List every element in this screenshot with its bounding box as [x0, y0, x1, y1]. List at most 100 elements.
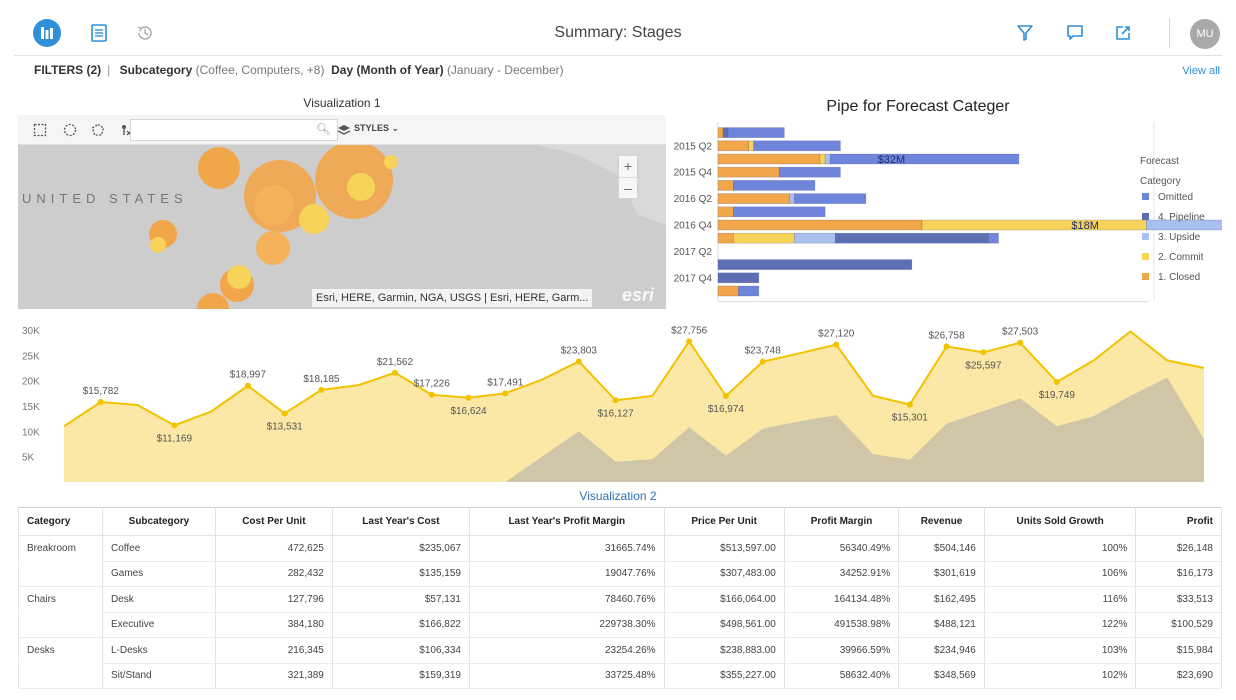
legend-label[interactable]: 2. Commit — [1158, 252, 1204, 263]
pipe-bar-segment[interactable] — [1146, 219, 1222, 231]
area-data-point[interactable] — [1053, 378, 1060, 385]
table-cell: Sit/Stand — [102, 663, 216, 689]
table-cell: 19047.76% — [469, 561, 665, 587]
rectangle-select-icon[interactable] — [32, 122, 48, 138]
area-data-point[interactable] — [281, 410, 288, 417]
pipe-bar-segment[interactable] — [717, 232, 734, 244]
area-data-point[interactable] — [722, 392, 729, 399]
pipe-bar-segment[interactable] — [717, 193, 790, 204]
area-y-tick-label: 15K — [22, 402, 40, 413]
legend-label[interactable]: 4. Pipeline — [1158, 212, 1205, 223]
filters-label[interactable]: FILTERS (2) — [34, 63, 102, 77]
pipe-bar-segment[interactable] — [753, 140, 841, 152]
area-data-point[interactable] — [1017, 339, 1024, 346]
pipe-bar-segment[interactable] — [794, 193, 867, 204]
zoom-out-button[interactable]: – — [619, 177, 637, 198]
column-header-category[interactable]: Category — [18, 507, 103, 536]
history-icon[interactable] — [130, 18, 160, 48]
pipe-bar-segment[interactable] — [722, 127, 729, 138]
area-data-point[interactable] — [833, 341, 840, 348]
area-data-point[interactable] — [465, 394, 472, 401]
column-header-units-sold-growth[interactable]: Units Sold Growth — [983, 507, 1137, 536]
pipe-chart-title: Pipe for Forecast Categer — [826, 98, 1010, 115]
pipe-bar-segment[interactable] — [987, 232, 999, 244]
area-data-point[interactable] — [244, 382, 251, 389]
pipe-bar-segment[interactable] — [738, 285, 760, 297]
pipe-bar-segment[interactable] — [794, 232, 836, 244]
area-data-point[interactable] — [686, 338, 693, 345]
filter-icon[interactable] — [1010, 18, 1040, 48]
pipe-bar-segment[interactable] — [717, 272, 760, 284]
styles-label: STYLES — [354, 123, 390, 133]
column-header-last-years-profit-margin[interactable]: Last Year's Profit Margin — [469, 507, 665, 536]
map-bubbles — [149, 141, 398, 309]
styles-dropdown[interactable]: STYLES ⌄ — [354, 123, 399, 134]
pipe-bar-segment[interactable] — [717, 206, 734, 218]
area-data-point[interactable] — [502, 390, 509, 397]
pipe-bar-segment[interactable] — [789, 193, 795, 204]
pipe-bar-segment[interactable] — [748, 140, 754, 152]
area-data-point[interactable] — [759, 358, 766, 365]
column-header-price-per-unit[interactable]: Price Per Unit — [663, 507, 785, 536]
pipe-bar-segment[interactable] — [733, 206, 826, 218]
area-data-point[interactable] — [612, 397, 619, 404]
layers-icon[interactable] — [336, 122, 352, 138]
legend-label[interactable]: Omitted — [1158, 192, 1193, 203]
comment-icon[interactable] — [1060, 18, 1090, 48]
pipe-bar-segment[interactable] — [717, 166, 780, 178]
pipe-bar-segment[interactable] — [727, 127, 785, 138]
column-header-profit-margin[interactable]: Profit Margin — [783, 507, 900, 536]
area-data-point[interactable] — [318, 386, 325, 393]
pipe-bar-segment[interactable] — [717, 153, 821, 165]
pipe-bar-segment[interactable] — [824, 153, 831, 165]
map-country-label: UNITED STATES — [22, 191, 188, 206]
column-header-cost-per-unit[interactable]: Cost Per Unit — [214, 507, 333, 536]
table-cell: 229738.30% — [469, 612, 665, 638]
area-data-point[interactable] — [980, 349, 987, 356]
legend-label[interactable]: 3. Upside — [1158, 232, 1201, 243]
pipe-bar-segment[interactable] — [921, 219, 1147, 231]
filter-day-values[interactable]: (January - December) — [446, 63, 564, 77]
pipe-bar-segment[interactable] — [835, 232, 989, 244]
area-data-point[interactable] — [906, 401, 913, 408]
pipe-bar-segment[interactable] — [778, 166, 841, 178]
area-data-point[interactable] — [97, 399, 104, 406]
column-header-revenue[interactable]: Revenue — [898, 507, 985, 536]
avatar[interactable]: MU — [1190, 19, 1220, 49]
pipe-bar-segment[interactable] — [717, 140, 749, 152]
area-data-point[interactable] — [428, 391, 435, 398]
search-icon[interactable]: 🔍︎ — [315, 122, 331, 136]
pipe-bar-segment[interactable] — [717, 127, 724, 138]
view-all-link[interactable]: View all — [1182, 65, 1220, 77]
area-data-point[interactable] — [575, 358, 582, 365]
area-data-point[interactable] — [391, 369, 398, 376]
map-search-input[interactable]: 🔍︎ — [130, 119, 338, 141]
column-header-subcategory[interactable]: Subcategory — [102, 507, 216, 536]
filter-subcategory-values[interactable]: (Coffee, Computers, +8) — [195, 63, 325, 77]
zoom-in-button[interactable]: + — [623, 158, 633, 174]
area-data-label: $13,531 — [267, 421, 304, 432]
pipe-bar-segment[interactable] — [733, 232, 795, 244]
column-header-last-years-cost[interactable]: Last Year's Cost — [331, 507, 471, 536]
visualizations-icon[interactable] — [32, 18, 62, 48]
pipe-bar-segment[interactable] — [819, 153, 826, 165]
pipe-bar-segment[interactable] — [717, 180, 734, 191]
pipe-bar-segment[interactable] — [733, 180, 816, 191]
legend-label[interactable]: 1. Closed — [1158, 272, 1200, 283]
pipe-bar-segment[interactable] — [717, 219, 923, 231]
circle-select-icon[interactable] — [62, 122, 78, 138]
filter-day-name[interactable]: Day (Month of Year) — [331, 63, 444, 77]
table-cell: 103% — [983, 637, 1137, 664]
share-icon[interactable] — [1108, 18, 1138, 48]
document-icon[interactable] — [84, 18, 114, 48]
column-header-profit[interactable]: Profit — [1135, 507, 1222, 536]
pipe-bar-segment[interactable] — [829, 153, 1020, 165]
map-view[interactable]: UNITED STATES 🔍︎ STYLES ⌄ + – Esri, HERE… — [18, 115, 666, 309]
area-data-point[interactable] — [171, 422, 178, 429]
filter-subcategory-name[interactable]: Subcategory — [119, 63, 193, 77]
pipe-bar-segment[interactable] — [717, 259, 913, 270]
area-data-point[interactable] — [943, 343, 950, 350]
pipe-bar-segment[interactable] — [717, 285, 739, 297]
lasso-select-icon[interactable] — [90, 122, 106, 138]
area-data-label: $23,803 — [561, 345, 598, 356]
